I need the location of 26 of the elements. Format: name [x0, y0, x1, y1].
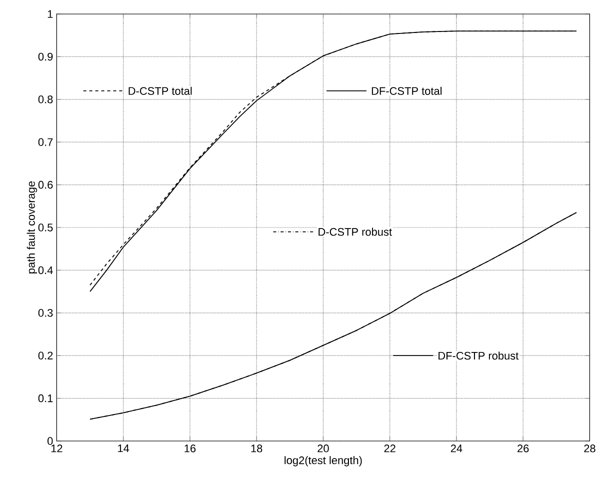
legend-label: D-CSTP total: [128, 86, 192, 95]
y-tick-label: 0.9: [38, 52, 53, 61]
y-tick-label: 0.7: [38, 138, 53, 146]
y-tick-label: 0.2: [38, 352, 53, 360]
y-tick-label: 0.8: [38, 96, 53, 104]
x-tick-label: 26: [518, 444, 529, 452]
legend-label: DF-CSTP robust: [438, 352, 519, 360]
x-tick-label: 14: [118, 444, 130, 452]
y-tick-label: 0.6: [38, 180, 53, 189]
y-axis-title: path fault coverage: [26, 181, 38, 274]
x-axis-title: log2(test length): [284, 456, 362, 466]
x-tick-label: 18: [251, 444, 262, 452]
x-tick-label: 20: [318, 444, 329, 452]
y-tick-label: 0.1: [38, 394, 53, 402]
legend-label: D-CSTP robust: [318, 228, 392, 236]
y-tick-label: 0.5: [38, 224, 53, 232]
y-tick-label: 1: [48, 10, 53, 18]
x-tick-label: 28: [584, 444, 596, 452]
x-tick-label: 22: [384, 444, 396, 452]
y-tick-label: 0.4: [38, 266, 53, 274]
x-tick-label: 24: [450, 444, 462, 452]
y-tick-label: 0: [48, 437, 53, 445]
legend-label: DF-CSTP total: [372, 86, 442, 95]
y-tick-label: 0.3: [38, 309, 53, 317]
x-tick-label: 12: [51, 444, 62, 452]
x-tick-label: 16: [184, 444, 196, 452]
